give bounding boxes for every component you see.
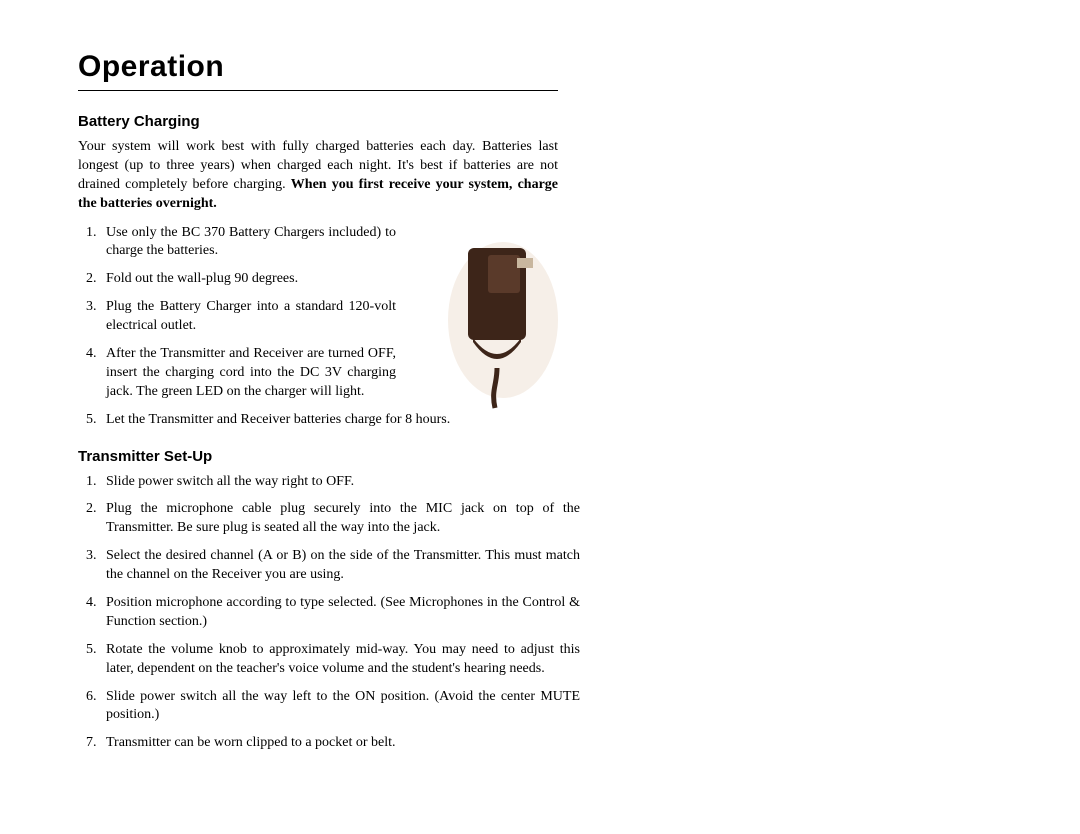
list-item: Fold out the wall-plug 90 degrees. [100,270,396,289]
section-heading-battery: Battery Charging [78,113,568,130]
list-item: Use only the BC 370 Battery Chargers inc… [100,224,396,262]
step-text: Plug the Battery Charger into a standard… [106,299,396,333]
step-text: Rotate the volume knob to approximately … [106,642,580,676]
battery-steps-block: Use only the BC 370 Battery Chargers inc… [78,224,568,430]
charger-illustration [433,230,563,410]
page-title: Operation [78,50,568,84]
list-item: Let the Transmitter and Receiver batteri… [100,411,580,430]
list-item: After the Transmitter and Receiver are t… [100,345,396,402]
list-item: Transmitter can be worn clipped to a poc… [100,734,580,753]
list-item: Position microphone according to type se… [100,594,580,632]
list-item: Select the desired channel (A or B) on t… [100,547,580,585]
section-heading-transmitter: Transmitter Set-Up [78,448,568,465]
title-rule [78,90,558,91]
step-text: Select the desired channel (A or B) on t… [106,548,580,582]
step-text: Fold out the wall-plug 90 degrees. [106,271,298,286]
list-item: Slide power switch all the way right to … [100,473,580,492]
step-text: Use only the BC 370 Battery Chargers inc… [106,225,396,259]
transmitter-steps: Slide power switch all the way right to … [78,473,580,754]
battery-intro: Your system will work best with fully ch… [78,138,558,214]
list-item: Rotate the volume knob to approximately … [100,641,580,679]
step-text: After the Transmitter and Receiver are t… [106,346,396,399]
step-text: Transmitter can be worn clipped to a poc… [106,735,396,750]
step-text: Position microphone according to type se… [106,595,580,629]
page: Operation Battery Charging Your system w… [0,0,646,753]
step-text: Slide power switch all the way left to t… [106,689,580,723]
step-text: Slide power switch all the way right to … [106,474,354,489]
step-text: Let the Transmitter and Receiver batteri… [106,412,450,427]
list-item: Plug the Battery Charger into a standard… [100,298,396,336]
step-text: Plug the microphone cable plug securely … [106,501,580,535]
list-item: Plug the microphone cable plug securely … [100,500,580,538]
list-item: Slide power switch all the way left to t… [100,688,580,726]
